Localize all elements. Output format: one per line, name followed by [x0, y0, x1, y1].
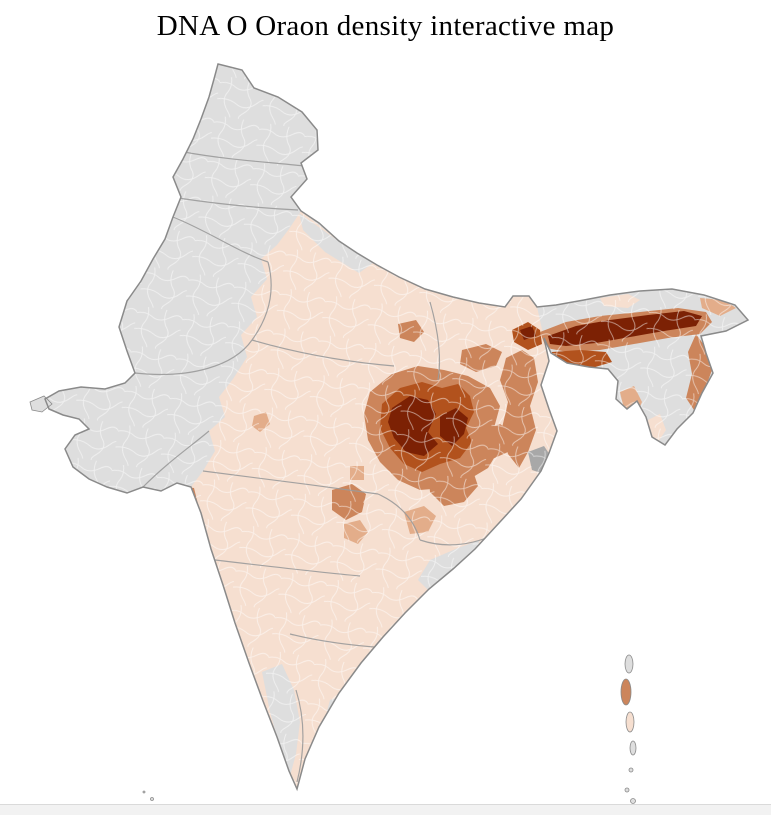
island-middle[interactable]: [620, 678, 632, 706]
islet-b[interactable]: [624, 787, 630, 793]
district-regions[interactable]: [30, 55, 755, 805]
islet-a[interactable]: [628, 767, 634, 773]
district-boundary-mesh: [45, 64, 748, 789]
page-title: DNA O Oraon density interactive map: [156, 10, 615, 42]
islet-west-b[interactable]: [142, 790, 146, 794]
islet-c[interactable]: [630, 798, 636, 804]
kutch-islet[interactable]: [29, 395, 53, 413]
bottom-scrollbar-track[interactable]: [0, 804, 771, 815]
island-little[interactable]: [629, 740, 637, 756]
state-borders: [134, 151, 497, 783]
outer-islands[interactable]: [29, 395, 637, 804]
island-south[interactable]: [625, 711, 635, 733]
islet-west-a[interactable]: [150, 797, 154, 801]
island-north[interactable]: [624, 654, 634, 674]
